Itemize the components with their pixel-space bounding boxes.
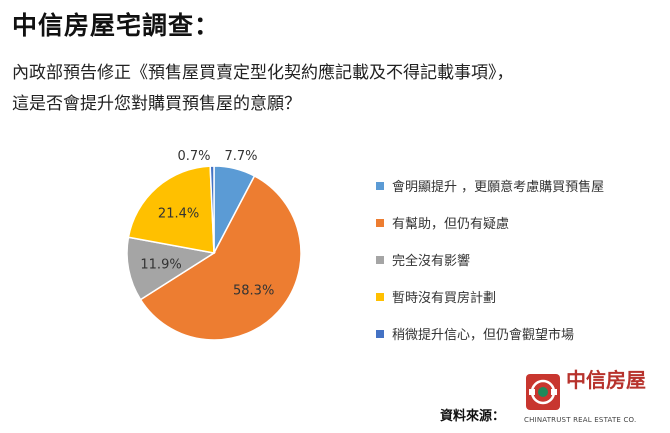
logo-text: 中信房屋: [566, 368, 646, 392]
pie-slice: [139, 174, 302, 341]
pie-slice: [126, 236, 217, 301]
legend-label: 會明顯提升 ，更願意考慮購買預售屋: [392, 180, 605, 195]
question-line-1: 內政部預告修正《預售屋買賣定型化契約應記載及不得記載事項》，: [12, 63, 514, 83]
logo-emblem-icon: [529, 379, 557, 405]
question-line-2: 這是否會提升您對購買預售屋的意願？: [12, 94, 301, 114]
legend-item: 稍微提升信心，但仍會觀望市場: [376, 324, 666, 343]
legend-swatch: [376, 181, 384, 190]
legend-swatch: [376, 292, 384, 301]
legend-label: 有幫助，但仍有疑慮: [392, 217, 510, 232]
pie-slice: [127, 165, 215, 254]
page-title: 中信房屋宅調查：: [12, 11, 221, 40]
legend-swatch: [376, 218, 384, 227]
legend-item: 完全沒有影響: [376, 250, 666, 269]
slice-value-label: 58.3%: [233, 284, 274, 299]
pie-slice: [209, 165, 215, 254]
legend-item: 會明顯提升 ，更願意考慮購買預售屋: [376, 176, 666, 195]
legend-label: 暫時沒有買房計劃: [392, 291, 497, 306]
logo-subtext: CHINATRUST REAL ESTATE CO.: [524, 416, 637, 424]
legend-swatch: [376, 255, 384, 264]
slice-value-label: 11.9%: [140, 257, 181, 272]
legend-item: 有幫助，但仍有疑慮: [376, 213, 666, 232]
source-label: 資料來源：: [440, 409, 506, 424]
slice-value-label: 0.7%: [177, 149, 210, 164]
slice-value-label: 21.4%: [158, 206, 199, 221]
slice-value-label: 7.7%: [224, 149, 257, 164]
legend-item: 暫時沒有買房計劃: [376, 287, 666, 306]
logo-mark: [526, 374, 560, 410]
chart-legend: 會明顯提升 ，更願意考慮購買預售屋 有幫助，但仍有疑慮 完全沒有影響 暫時沒有買…: [376, 176, 666, 361]
legend-swatch: [376, 329, 384, 338]
legend-label: 完全沒有影響: [392, 254, 471, 269]
legend-label: 稍微提升信心，但仍會觀望市場: [392, 328, 575, 343]
company-logo: 中信房屋 CHINATRUST REAL ESTATE CO.: [522, 368, 662, 428]
